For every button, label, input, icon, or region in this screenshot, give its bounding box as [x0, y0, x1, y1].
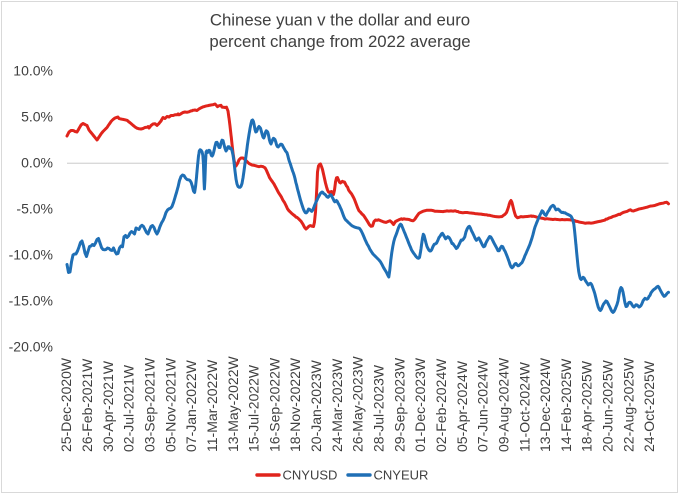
svg-text:02-Feb-2024W: 02-Feb-2024W: [433, 358, 449, 452]
svg-text:16-Sep-2022W: 16-Sep-2022W: [266, 357, 282, 452]
svg-text:25-Dec-2020W: 25-Dec-2020W: [58, 357, 74, 452]
svg-text:24-Oct-2025W: 24-Oct-2025W: [641, 360, 657, 452]
svg-text:20-Jan-2023W: 20-Jan-2023W: [308, 359, 324, 452]
svg-text:5.0%: 5.0%: [21, 108, 53, 124]
svg-text:28-Jul-2023W: 28-Jul-2023W: [371, 364, 387, 452]
svg-text:03-Sep-2021W: 03-Sep-2021W: [142, 357, 158, 452]
svg-text:11-Mar-2022W: 11-Mar-2022W: [204, 359, 220, 452]
svg-text:percent change from 2022 avera: percent change from 2022 average: [209, 32, 470, 51]
svg-text:CNYUSD: CNYUSD: [283, 468, 338, 483]
svg-text:05-Apr-2024W: 05-Apr-2024W: [454, 360, 470, 452]
svg-text:13-May-2022W: 13-May-2022W: [225, 356, 241, 452]
svg-text:22-Aug-2025W: 22-Aug-2025W: [620, 357, 636, 452]
svg-text:11-Oct-2024W: 11-Oct-2024W: [516, 361, 532, 452]
svg-text:10.0%: 10.0%: [13, 62, 53, 78]
svg-text:-5.0%: -5.0%: [16, 200, 53, 216]
svg-text:02-Jul-2021W: 02-Jul-2021W: [121, 364, 137, 452]
svg-text:-15.0%: -15.0%: [9, 292, 53, 308]
svg-text:-20.0%: -20.0%: [9, 338, 53, 354]
svg-text:09-Aug-2024W: 09-Aug-2024W: [495, 357, 511, 452]
svg-text:07-Jan-2022W: 07-Jan-2022W: [183, 359, 199, 452]
svg-text:0.0%: 0.0%: [21, 154, 53, 170]
svg-text:15-Jul-2022W: 15-Jul-2022W: [246, 364, 262, 452]
svg-text:Chinese yuan v the dollar and: Chinese yuan v the dollar and euro: [210, 11, 470, 30]
svg-text:05-Nov-2021W: 05-Nov-2021W: [162, 357, 178, 452]
svg-text:24-Mar-2023W: 24-Mar-2023W: [329, 358, 345, 452]
svg-text:CNYEUR: CNYEUR: [374, 468, 429, 483]
svg-text:29-Sep-2023W: 29-Sep-2023W: [391, 357, 407, 452]
svg-text:30-Apr-2021W: 30-Apr-2021W: [100, 360, 116, 452]
svg-text:01-Dec-2023W: 01-Dec-2023W: [412, 357, 428, 452]
svg-text:14-Feb-2025W: 14-Feb-2025W: [558, 358, 574, 452]
svg-text:13-Dec-2024W: 13-Dec-2024W: [537, 357, 553, 452]
svg-text:-10.0%: -10.0%: [9, 246, 53, 262]
svg-text:07-Jun-2024W: 07-Jun-2024W: [475, 359, 491, 452]
svg-text:26-Feb-2021W: 26-Feb-2021W: [79, 358, 95, 452]
svg-text:18-Nov-2022W: 18-Nov-2022W: [287, 357, 303, 452]
svg-text:18-Apr-2025W: 18-Apr-2025W: [579, 360, 595, 452]
svg-text:20-Jun-2025W: 20-Jun-2025W: [600, 359, 616, 452]
svg-text:26-May-2023W: 26-May-2023W: [350, 356, 366, 452]
